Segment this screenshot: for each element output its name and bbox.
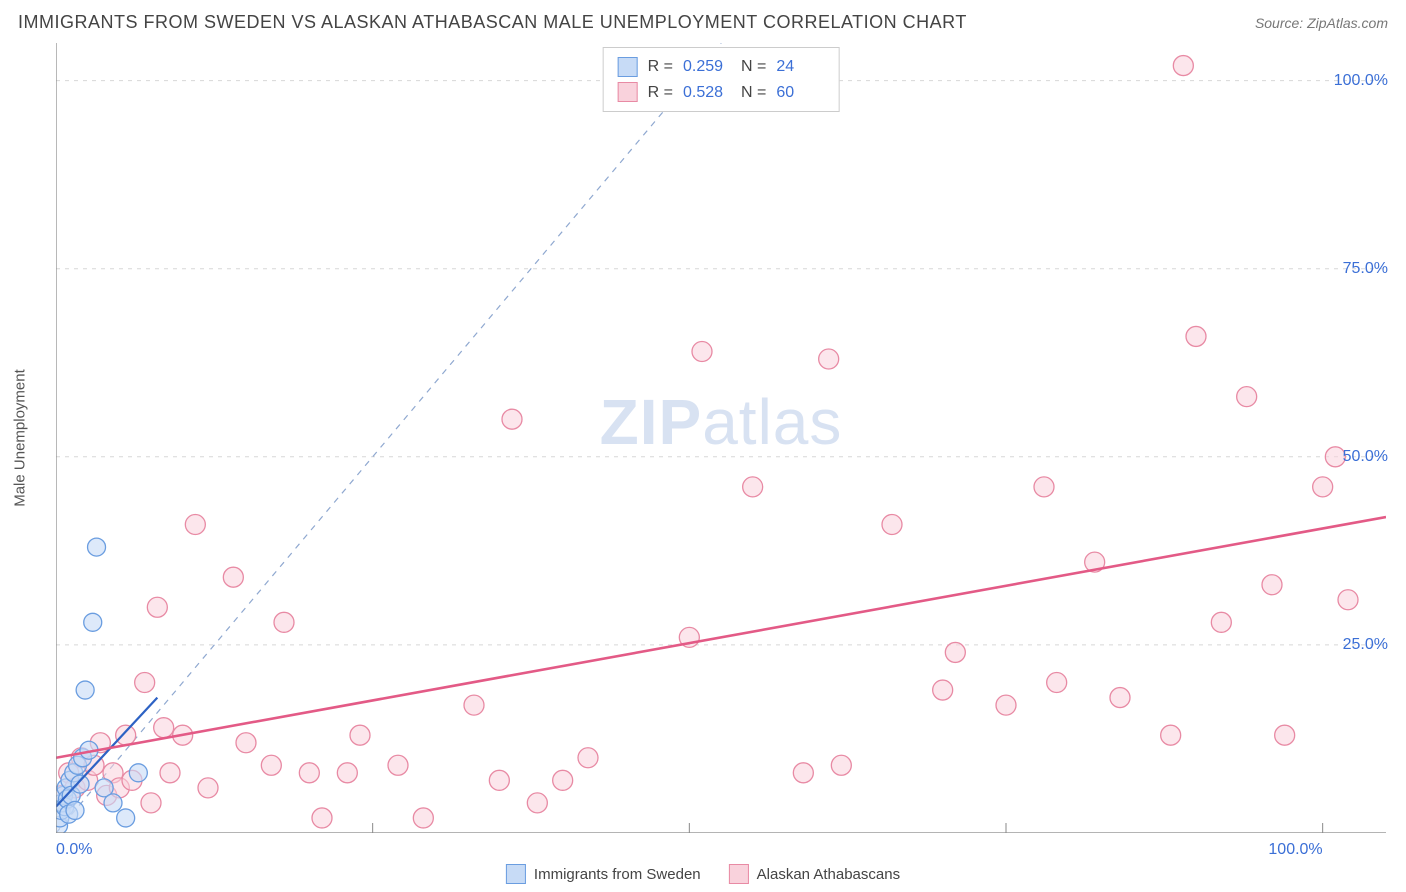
y-tick-label: 100.0% bbox=[1334, 72, 1388, 90]
swatch-athabascan bbox=[618, 82, 638, 102]
x-tick-label: 100.0% bbox=[1268, 841, 1322, 859]
y-tick-label: 50.0% bbox=[1343, 448, 1388, 466]
swatch-sweden bbox=[618, 57, 638, 77]
chart-header: IMMIGRANTS FROM SWEDEN VS ALASKAN ATHABA… bbox=[0, 0, 1406, 39]
y-tick-label: 25.0% bbox=[1343, 636, 1388, 654]
legend-item-sweden: Immigrants from Sweden bbox=[506, 864, 701, 884]
stats-row-athabascan: R = 0.528 N = 60 bbox=[618, 80, 825, 106]
chart-title: IMMIGRANTS FROM SWEDEN VS ALASKAN ATHABA… bbox=[18, 12, 967, 33]
y-tick-label: 75.0% bbox=[1343, 260, 1388, 278]
r-value-athabascan: 0.528 bbox=[683, 80, 731, 106]
r-label-athabascan: R = bbox=[648, 80, 673, 106]
bottom-legend: Immigrants from Sweden Alaskan Athabasca… bbox=[506, 864, 900, 884]
legend-item-athabascan: Alaskan Athabascans bbox=[729, 864, 900, 884]
n-value-athabascan: 60 bbox=[776, 80, 824, 106]
legend-label-athabascan: Alaskan Athabascans bbox=[757, 866, 900, 883]
r-label-sweden: R = bbox=[648, 54, 673, 80]
r-value-sweden: 0.259 bbox=[683, 54, 731, 80]
legend-swatch-athabascan bbox=[729, 864, 749, 884]
n-value-sweden: 24 bbox=[776, 54, 824, 80]
chart-source: Source: ZipAtlas.com bbox=[1255, 15, 1388, 31]
legend-label-sweden: Immigrants from Sweden bbox=[534, 866, 701, 883]
legend-swatch-sweden bbox=[506, 864, 526, 884]
n-label-athabascan: N = bbox=[741, 80, 766, 106]
scatter-plot bbox=[56, 43, 1386, 833]
stats-row-sweden: R = 0.259 N = 24 bbox=[618, 54, 825, 80]
n-label-sweden: N = bbox=[741, 54, 766, 80]
stats-legend-box: R = 0.259 N = 24 R = 0.528 N = 60 bbox=[603, 47, 840, 112]
x-tick-label: 0.0% bbox=[56, 841, 92, 859]
y-axis-label: Male Unemployment bbox=[12, 369, 29, 507]
chart-area: Male Unemployment ZIPatlas R = 0.259 N =… bbox=[56, 43, 1386, 833]
